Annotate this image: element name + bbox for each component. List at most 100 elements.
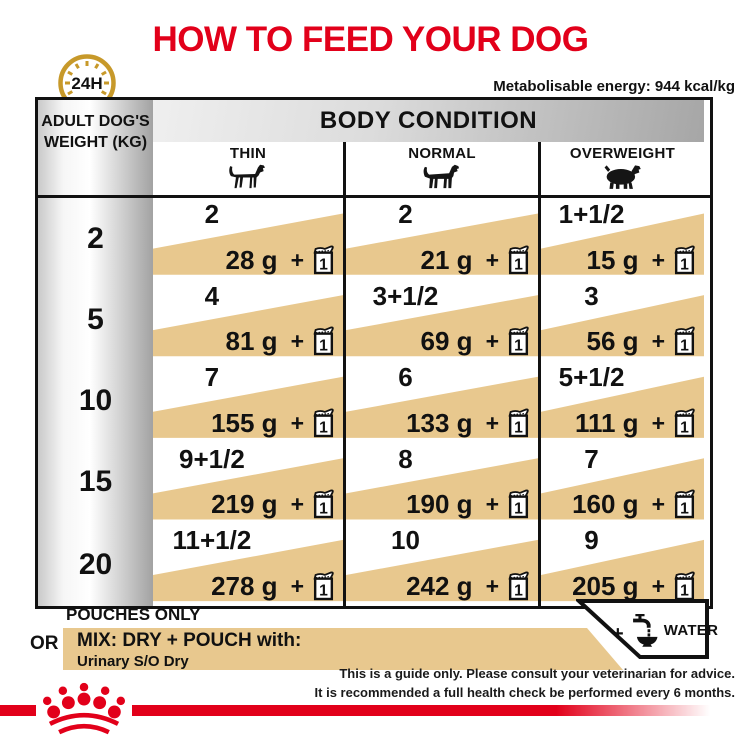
plus-sign: + bbox=[290, 246, 304, 273]
disclaimer-text: This is a guide only. Please consult you… bbox=[315, 665, 735, 703]
feeding-cell: 9 205 g + 1 bbox=[538, 524, 704, 606]
water-callout: + WATER bbox=[576, 599, 718, 661]
feeding-cell: 10 242 g + 1 bbox=[343, 524, 538, 606]
feeding-cell: 4 81 g + 1 bbox=[153, 280, 343, 362]
water-label: WATER bbox=[663, 621, 719, 639]
pouch-count: 7 bbox=[584, 443, 599, 474]
weight-value: 10 bbox=[78, 383, 113, 417]
disclaimer-line-2: It is recommended a full health check be… bbox=[314, 684, 735, 700]
plus-sign: + bbox=[651, 328, 665, 355]
water-content: + WATER bbox=[612, 599, 718, 661]
metabolisable-energy-note: Metabolisable energy: 944 kcal/kg bbox=[493, 78, 735, 95]
svg-text:1: 1 bbox=[680, 256, 689, 273]
overweight-dog-icon bbox=[604, 165, 641, 189]
disclaimer-line-1: This is a guide only. Please consult you… bbox=[339, 666, 735, 681]
pouch-icon: 1 bbox=[508, 489, 529, 519]
plus-sign: + bbox=[485, 246, 499, 273]
grams-line: 21 g + 1 bbox=[421, 245, 531, 276]
pouch-icon: 1 bbox=[508, 326, 529, 356]
feeding-cell: 5+1/2 111 g + 1 bbox=[538, 361, 704, 443]
pouch-count: 1+1/2 bbox=[558, 199, 625, 229]
grams-line: 56 g + 1 bbox=[587, 326, 697, 357]
feeding-data-grid: 2 28 g + 1 2 bbox=[153, 198, 704, 606]
water-callout-frame bbox=[576, 599, 709, 659]
thin-dog-icon bbox=[229, 164, 266, 189]
feeding-cell: 6 133 g + 1 bbox=[343, 361, 538, 443]
page-title: HOW TO FEED YOUR DOG bbox=[152, 20, 589, 59]
pouch-count: 8 bbox=[398, 443, 413, 474]
svg-text:1: 1 bbox=[680, 419, 689, 436]
grams-value: 278 g bbox=[211, 570, 278, 601]
weight-value: 2 bbox=[87, 221, 104, 255]
plus-sign: + bbox=[485, 409, 499, 436]
plus-sign: + bbox=[290, 328, 304, 355]
mix-banner: MIX: DRY + POUCH with: Urinary S/O Dry bbox=[63, 628, 623, 670]
svg-text:1: 1 bbox=[319, 501, 328, 518]
pouch-icon: 1 bbox=[313, 245, 334, 274]
grams-line: 160 g + 1 bbox=[572, 489, 697, 520]
grams-value: 56 g bbox=[586, 326, 639, 357]
svg-text:1: 1 bbox=[319, 256, 328, 273]
brand-stripe bbox=[0, 705, 732, 716]
grams-value: 242 g bbox=[406, 570, 473, 601]
svg-text:1: 1 bbox=[514, 256, 523, 273]
grams-line: 133 g + 1 bbox=[406, 408, 531, 439]
pouch-count: 3+1/2 bbox=[372, 280, 439, 311]
pouch-icon: 1 bbox=[674, 326, 695, 356]
plus-sign: + bbox=[485, 491, 499, 518]
grams-value: 15 g bbox=[586, 244, 639, 275]
pouch-icon: 1 bbox=[674, 245, 695, 274]
pouch-icon: 1 bbox=[313, 489, 334, 519]
body-condition-header: BODY CONDITION bbox=[153, 100, 704, 142]
svg-text:1: 1 bbox=[514, 337, 523, 354]
feeding-cell: 2 28 g + 1 bbox=[153, 198, 343, 280]
or-label: OR bbox=[30, 633, 59, 654]
plus-sign: + bbox=[485, 572, 499, 599]
grams-value: 219 g bbox=[211, 489, 278, 520]
thin-label: THIN bbox=[229, 145, 267, 162]
feeding-cell: 7 160 g + 1 bbox=[538, 442, 704, 525]
pouch-count: 5+1/2 bbox=[558, 362, 625, 393]
svg-text:1: 1 bbox=[319, 582, 328, 599]
svg-text:1: 1 bbox=[319, 337, 328, 354]
weight-value: 5 bbox=[87, 302, 104, 336]
grams-value: 133 g bbox=[406, 407, 473, 438]
brand-logo-container bbox=[36, 676, 132, 746]
grams-value: 21 g bbox=[420, 244, 473, 275]
column-header-thin: THIN bbox=[153, 142, 343, 195]
feeding-cell: 9+1/2 219 g + 1 bbox=[153, 443, 343, 525]
pouch-icon: 1 bbox=[508, 408, 529, 437]
overweight-label: OVERWEIGHT bbox=[569, 145, 676, 162]
weight-value: 15 bbox=[78, 464, 113, 498]
weight-column-header: ADULT DOG'S WEIGHT (KG) bbox=[41, 113, 150, 151]
svg-text:1: 1 bbox=[680, 582, 689, 599]
pouch-icon: 1 bbox=[508, 571, 529, 601]
pouch-count: 9 bbox=[584, 525, 599, 556]
plus-sign: + bbox=[290, 491, 304, 518]
pouch-count: 2 bbox=[204, 199, 220, 229]
svg-text:1: 1 bbox=[319, 419, 328, 436]
column-header-overweight: OVERWEIGHT bbox=[538, 142, 704, 195]
weight-value: 20 bbox=[78, 547, 113, 581]
pouch-count: 7 bbox=[204, 362, 220, 393]
pouch-icon: 1 bbox=[313, 326, 334, 356]
table-row: 4 81 g + 1 3+1/2 bbox=[153, 279, 704, 362]
plus-sign: + bbox=[651, 409, 665, 436]
normal-label: NORMAL bbox=[408, 145, 476, 162]
pouch-icon: 1 bbox=[674, 571, 695, 601]
feeding-cell: 1+1/2 15 g + 1 bbox=[538, 198, 704, 280]
grams-line: 111 g + 1 bbox=[575, 408, 697, 439]
grams-value: 160 g bbox=[572, 489, 639, 520]
water-tap-icon bbox=[632, 614, 658, 647]
grams-line: 28 g + 1 bbox=[226, 245, 336, 276]
mix-product-name: Urinary S/O Dry bbox=[77, 653, 189, 670]
grams-line: 15 g + 1 bbox=[587, 245, 697, 276]
plus-sign: + bbox=[651, 572, 665, 599]
pouches-only-label: POUCHES ONLY bbox=[66, 605, 201, 624]
weight-column-background bbox=[38, 100, 153, 606]
table-row: 11+1/2 278 g + 1 10 bbox=[153, 524, 704, 606]
grams-value: 28 g bbox=[225, 244, 278, 275]
pouch-icon: 1 bbox=[508, 245, 529, 274]
feeding-cell: 11+1/2 278 g + 1 bbox=[153, 524, 343, 606]
clock-label: 24H bbox=[71, 74, 102, 93]
